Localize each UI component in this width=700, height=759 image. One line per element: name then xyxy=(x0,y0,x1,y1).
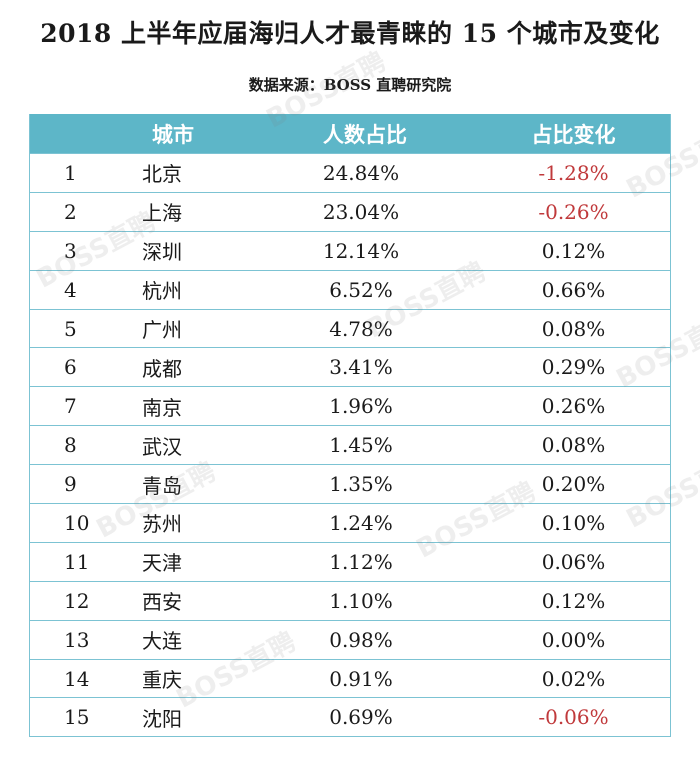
rank-cell: 8 xyxy=(64,433,77,458)
rank-cell: 13 xyxy=(64,627,90,652)
change-cell: 0.08% xyxy=(541,433,606,458)
city-cell: 重庆 xyxy=(142,668,182,693)
change-cell: 0.10% xyxy=(541,510,606,535)
rank-cell: 12 xyxy=(64,588,90,613)
table-row: 12 西安 1.10% 0.12% xyxy=(30,580,670,620)
city-cell: 天津 xyxy=(142,551,182,576)
city-cell: 武汉 xyxy=(142,434,182,459)
rank-cell: 9 xyxy=(64,472,77,497)
rank-cell: 10 xyxy=(64,510,90,535)
rank-cell: 3 xyxy=(64,238,77,263)
city-cell: 深圳 xyxy=(142,240,182,265)
rank-cell: 11 xyxy=(64,549,90,574)
table-row: 3 深圳 12.14% 0.12% xyxy=(30,230,670,270)
change-cell: -0.06% xyxy=(538,705,609,730)
table-row: 9 青岛 1.35% 0.20% xyxy=(30,464,670,503)
rank-cell: 7 xyxy=(64,394,77,419)
change-cell: 0.12% xyxy=(541,238,606,263)
table-row: 6 成都 3.41% 0.29% xyxy=(30,347,670,386)
share-cell: 1.24% xyxy=(329,510,393,535)
table-row: 10 苏州 1.24% 0.10% xyxy=(30,503,670,542)
city-cell: 沈阳 xyxy=(142,706,182,731)
city-cell: 青岛 xyxy=(142,473,182,498)
change-cell: 0.20% xyxy=(541,472,606,497)
rank-cell: 14 xyxy=(64,666,90,691)
rank-cell: 2 xyxy=(64,199,77,224)
city-table: 城市 人数占比 占比变化 1 北京 24.84% -1.28% 2 上海 23.04% -0.… xyxy=(29,114,671,738)
chart-title: 2018 上半年应届海归人才最青睐的 15 个城市及变化 xyxy=(40,19,660,48)
city-cell: 成都 xyxy=(142,356,182,381)
change-cell: 0.26% xyxy=(541,394,606,419)
change-cell: 0.00% xyxy=(541,627,606,652)
share-cell: 1.10% xyxy=(329,588,393,613)
header-change: 占比变化 xyxy=(531,121,616,147)
rank-cell: 1 xyxy=(64,160,77,185)
table-row: 11 天津 1.12% 0.06% xyxy=(30,541,670,581)
city-cell: 苏州 xyxy=(142,512,182,537)
rank-cell: 5 xyxy=(64,316,77,341)
table-row: 13 大连 0.98% 0.00% xyxy=(30,619,670,659)
change-cell: 0.06% xyxy=(541,549,606,574)
table-row: 2 上海 23.04% -0.26% xyxy=(30,191,670,231)
city-cell: 南京 xyxy=(142,395,182,420)
share-cell: 1.45% xyxy=(329,433,393,458)
share-cell: 23.04% xyxy=(322,199,400,224)
header-share: 人数占比 xyxy=(323,121,407,147)
change-cell: 0.66% xyxy=(541,277,606,302)
table-row: 5 广州 4.78% 0.08% xyxy=(30,308,670,348)
change-cell: 0.02% xyxy=(541,666,606,691)
rank-cell: 6 xyxy=(64,355,77,380)
share-cell: 0.98% xyxy=(329,627,393,652)
share-cell: 1.35% xyxy=(329,472,393,497)
city-cell: 广州 xyxy=(142,318,182,342)
share-cell: 0.91% xyxy=(329,666,393,691)
data-source: 数据来源：BOSS 直聘研究院 xyxy=(248,76,452,94)
table-header-row: 城市 人数占比 占比变化 xyxy=(30,114,670,153)
city-cell: 大连 xyxy=(142,629,182,654)
share-cell: 12.14% xyxy=(322,238,400,263)
city-cell: 北京 xyxy=(142,162,182,187)
table-row: 1 北京 24.84% -1.28% xyxy=(30,153,670,192)
change-cell: 0.29% xyxy=(541,355,606,380)
share-cell: 4.78% xyxy=(329,316,393,341)
city-cell: 杭州 xyxy=(142,279,182,304)
rank-cell: 4 xyxy=(64,277,77,302)
city-cell: 上海 xyxy=(142,201,182,226)
city-cell: 西安 xyxy=(142,590,182,615)
header-city: 城市 xyxy=(152,121,194,147)
share-cell: 6.52% xyxy=(329,277,393,302)
share-cell: 3.41% xyxy=(329,355,393,380)
share-cell: 0.69% xyxy=(329,705,393,730)
rank-cell: 15 xyxy=(64,705,90,730)
table-row: 14 重庆 0.91% 0.02% xyxy=(30,658,670,698)
table-row: 7 南京 1.96% 0.26% xyxy=(30,386,670,425)
change-cell: 0.08% xyxy=(541,316,606,341)
share-cell: 1.12% xyxy=(329,549,393,574)
change-cell: -0.26% xyxy=(538,199,609,224)
share-cell: 1.96% xyxy=(329,394,393,419)
change-cell: 0.12% xyxy=(541,588,606,613)
change-cell: -1.28% xyxy=(538,160,609,185)
table-row: 8 武汉 1.45% 0.08% xyxy=(30,425,670,464)
table-body: 1 北京 24.84% -1.28% 2 上海 23.04% -0.26% 3 深圳 12.14% 0… xyxy=(30,153,670,736)
table-row: 4 杭州 6.52% 0.66% xyxy=(30,269,670,309)
table-row: 15 沈阳 0.69% -0.06% xyxy=(30,697,670,736)
share-cell: 24.84% xyxy=(322,160,400,185)
